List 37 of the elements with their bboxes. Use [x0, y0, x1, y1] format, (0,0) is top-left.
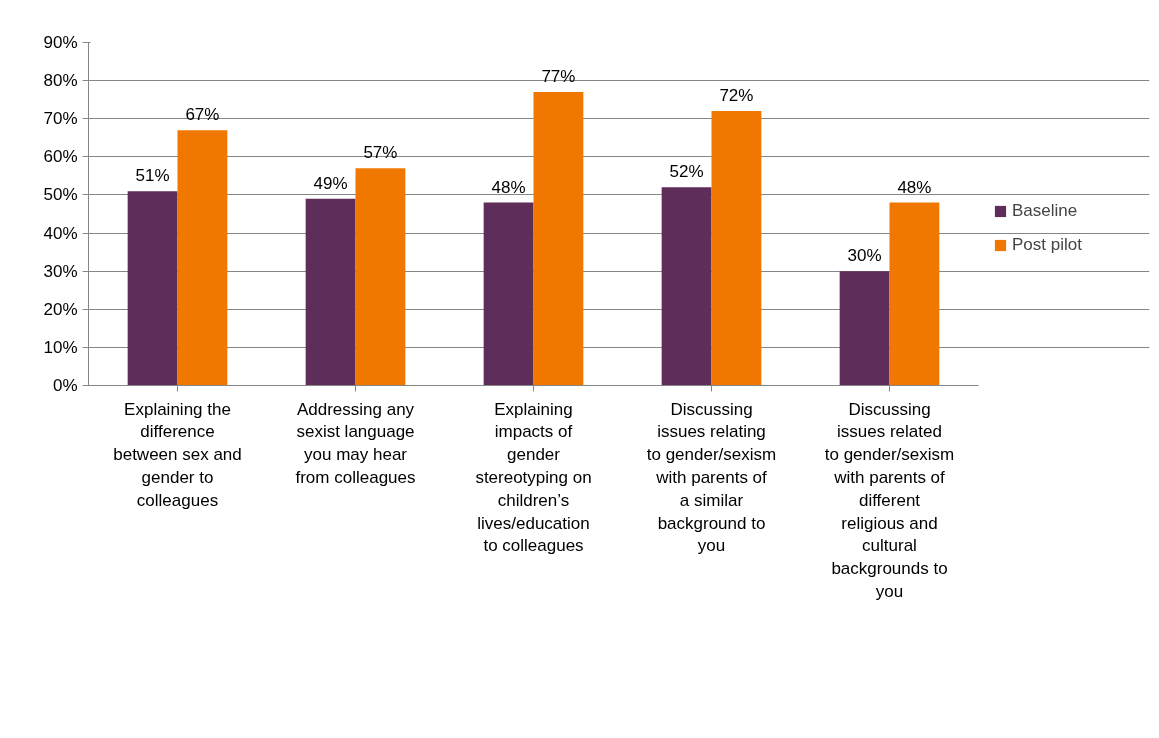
- category-label: Discussing issues related to gender/sexism with parents of different religious and cultural backgrounds to you: [824, 399, 955, 601]
- y-tick-label: 80%: [43, 71, 78, 91]
- bar: [533, 92, 584, 386]
- x-tick-label: Addressing any sexist language you may hear from colleagues: [295, 399, 416, 487]
- y-tick-label: 10%: [43, 337, 78, 357]
- legend-label: Baseline: [1012, 201, 1078, 221]
- bar: [177, 130, 228, 386]
- y-tick-label: 90%: [43, 33, 78, 52]
- data-label: 49%: [313, 173, 348, 193]
- y-tick-label: 30%: [43, 261, 78, 281]
- y-tick-label: 40%: [43, 223, 78, 243]
- x-tick-label: Explaining impacts of gender stereotyping on children’s lives/education to colleagues: [475, 399, 592, 556]
- data-label: 30%: [847, 246, 882, 266]
- bar: [127, 191, 178, 386]
- y-tick-label: 70%: [43, 109, 78, 129]
- data-label: 67%: [185, 105, 220, 125]
- y-tick-label: 50%: [43, 185, 78, 205]
- x-tick-label: Explaining the difference between sex and gender to colleagues: [113, 399, 242, 510]
- y-tick-label: 20%: [43, 299, 78, 319]
- x-tick-label: Discussing issues relating to gender/sexism with parents of a similar background to you: [646, 399, 777, 556]
- legend-label: Post pilot: [1012, 235, 1082, 255]
- bar: [889, 202, 940, 386]
- bar: [483, 202, 534, 386]
- data-label: 48%: [491, 177, 526, 197]
- data-label: 48%: [897, 177, 932, 197]
- y-tick-label: 0%: [52, 376, 78, 395]
- data-label: 52%: [669, 162, 704, 182]
- bar: [661, 187, 712, 386]
- bar: [305, 198, 356, 386]
- data-label: 72%: [719, 86, 754, 106]
- data-label: 57%: [363, 143, 398, 163]
- bar: [355, 168, 406, 386]
- data-label: 77%: [541, 67, 576, 87]
- bar: [711, 111, 762, 386]
- data-label: 51%: [135, 166, 170, 186]
- y-tick-label: 60%: [43, 147, 78, 167]
- bar: [839, 271, 890, 386]
